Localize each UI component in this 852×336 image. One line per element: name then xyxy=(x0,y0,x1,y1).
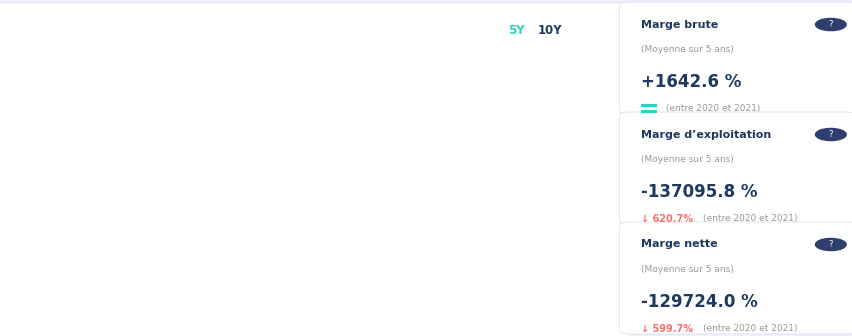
Text: Marge brute: Marge brute xyxy=(641,19,718,30)
Text: (Moyenne sur 5 ans): (Moyenne sur 5 ans) xyxy=(641,155,734,164)
Text: (entre 2020 et 2021): (entre 2020 et 2021) xyxy=(662,104,759,113)
Text: (Moyenne sur 5 ans): (Moyenne sur 5 ans) xyxy=(641,265,734,274)
Text: +1642.6 %: +1642.6 % xyxy=(641,73,741,91)
Text: Marge d’exploitation: Marge d’exploitation xyxy=(641,129,771,139)
Text: -129724.0 %: -129724.0 % xyxy=(641,293,757,310)
Text: (entre 2020 et 2021): (entre 2020 et 2021) xyxy=(702,214,797,223)
Text: 5Y: 5Y xyxy=(507,24,524,37)
Text: ?: ? xyxy=(827,20,832,29)
Text: ↓ 620.7%: ↓ 620.7% xyxy=(641,213,693,223)
Text: ?: ? xyxy=(827,240,832,249)
Text: ?: ? xyxy=(827,130,832,139)
Text: (entre 2020 et 2021): (entre 2020 et 2021) xyxy=(702,324,797,333)
Text: 10Y: 10Y xyxy=(538,24,561,37)
Title: Évolution des marges sur 5 ans: Évolution des marges sur 5 ans xyxy=(236,22,433,36)
Legend: Marge brute, Marge d’exploitation, Marge nette: Marge brute, Marge d’exploitation, Marge… xyxy=(157,321,512,336)
Text: (Moyenne sur 5 ans): (Moyenne sur 5 ans) xyxy=(641,45,734,54)
Text: -137095.8 %: -137095.8 % xyxy=(641,183,757,201)
Text: ↓ 599.7%: ↓ 599.7% xyxy=(641,324,693,334)
Text: Marge nette: Marge nette xyxy=(641,240,717,250)
